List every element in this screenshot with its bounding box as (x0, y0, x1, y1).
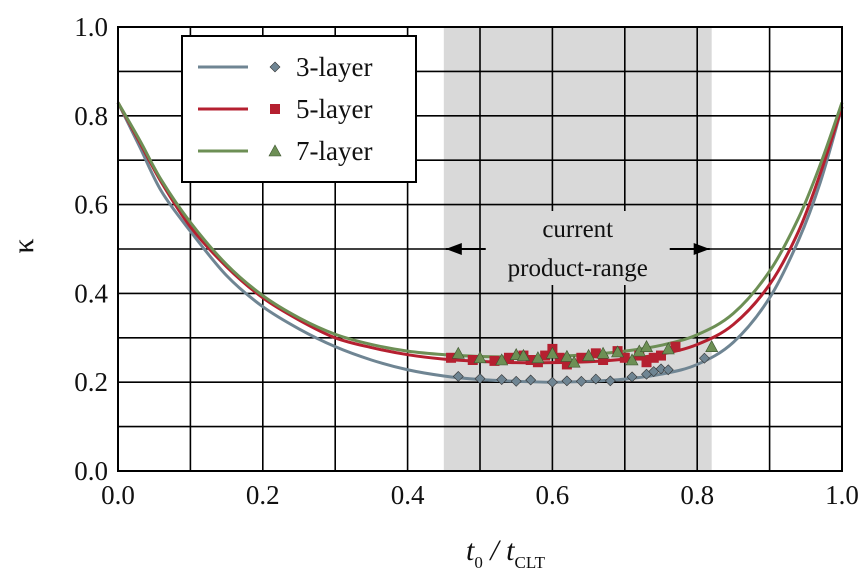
data-point-7-layer (661, 342, 675, 355)
data-point-3-layer (662, 364, 674, 376)
legend-label-7-layer: 7-layer (296, 136, 372, 166)
data-point-3-layer (510, 375, 522, 387)
data-point-7-layer (560, 349, 574, 362)
y-tick-label: 0.6 (74, 190, 108, 220)
y-tick-label: 0.0 (74, 456, 108, 486)
data-point-3-layer (655, 363, 667, 375)
x-tick-label: 0.0 (101, 480, 135, 510)
y-tick-label: 0.4 (74, 278, 108, 308)
data-point-5-layer (554, 352, 565, 363)
data-point-7-layer (531, 351, 545, 364)
data-point-5-layer (503, 352, 514, 363)
data-point-5-layer (576, 352, 587, 363)
annotation-product-range: product-range (508, 255, 648, 282)
data-point-5-layer (648, 352, 659, 363)
series-layer (116, 101, 844, 388)
annotation-current: current (542, 216, 613, 243)
x-axis-label-sep: / t (483, 534, 515, 567)
data-point-3-layer (575, 375, 587, 387)
data-point-7-layer (611, 345, 625, 358)
data-point-7-layer (567, 355, 581, 368)
data-point-7-layer (451, 346, 465, 359)
x-axis-label: t0 / tCLT (466, 534, 546, 572)
data-point-3-layer (604, 375, 616, 387)
legend-marker-7-layer (268, 144, 282, 157)
annotation-arrow-right-head (693, 243, 710, 255)
series-points-3-layer (452, 352, 710, 388)
x-tick-label: 0.6 (536, 480, 570, 510)
legend-marker-5-layer (270, 104, 280, 114)
annotation-backing (482, 211, 673, 285)
data-point-5-layer (641, 357, 652, 368)
legend-label-3-layer: 3-layer (296, 52, 372, 82)
data-point-7-layer (625, 353, 639, 366)
legend: 3-layer 5-layer 7-layer (181, 35, 417, 183)
tick-labels: 0.0 0.2 0.4 0.6 0.8 1.0 0.0 0.2 0.4 0.6 0.8 1.0 (74, 12, 859, 510)
data-point-3-layer (699, 352, 710, 364)
data-point-5-layer (561, 359, 572, 370)
annotation-layer: current product-range (445, 211, 710, 285)
data-point-5-layer (590, 348, 601, 359)
annotation-arrow-left-head (445, 243, 462, 255)
data-point-7-layer (545, 346, 559, 359)
data-point-5-layer (489, 355, 500, 366)
series-points-7-layer (451, 340, 719, 368)
data-point-7-layer (473, 351, 487, 364)
y-tick-label: 1.0 (74, 12, 108, 42)
data-point-3-layer (561, 375, 573, 387)
legend-marker-3-layer (269, 61, 281, 73)
x-tick-label: 0.4 (391, 480, 425, 510)
series-points-5-layer (446, 341, 681, 370)
y-axis-label: κ (7, 238, 40, 253)
data-point-5-layer (540, 350, 551, 361)
data-point-7-layer (640, 340, 654, 352)
y-tick-label: 0.2 (74, 367, 108, 397)
data-point-7-layer (582, 348, 596, 361)
data-point-7-layer (596, 346, 610, 359)
x-axis-label-sub1: CLT (515, 553, 546, 572)
data-point-5-layer (467, 355, 478, 365)
y-tick-label: 0.8 (74, 101, 108, 131)
data-point-5-layer (656, 350, 666, 361)
x-tick-label: 0.8 (680, 480, 714, 510)
data-point-3-layer (626, 371, 638, 383)
data-point-7-layer (705, 340, 719, 352)
data-point-3-layer (525, 374, 537, 386)
data-point-3-layer (474, 373, 486, 385)
x-axis-label-main: t (466, 534, 475, 567)
data-point-7-layer (516, 348, 530, 361)
x-tick-label: 1.0 (825, 480, 859, 510)
data-point-5-layer (598, 355, 609, 365)
data-point-3-layer (590, 373, 602, 385)
data-point-3-layer (546, 376, 558, 388)
data-point-7-layer (495, 353, 509, 366)
data-point-5-layer (525, 355, 536, 365)
data-point-3-layer (496, 374, 508, 385)
x-tick-label: 0.2 (246, 480, 280, 510)
data-point-5-layer (446, 352, 457, 363)
data-point-5-layer (619, 352, 630, 363)
plot-frame (117, 26, 843, 472)
x-axis-label-sub0: 0 (474, 553, 483, 572)
data-point-3-layer (452, 371, 464, 382)
data-point-5-layer (670, 341, 681, 352)
legend-label-5-layer: 5-layer (296, 94, 372, 124)
